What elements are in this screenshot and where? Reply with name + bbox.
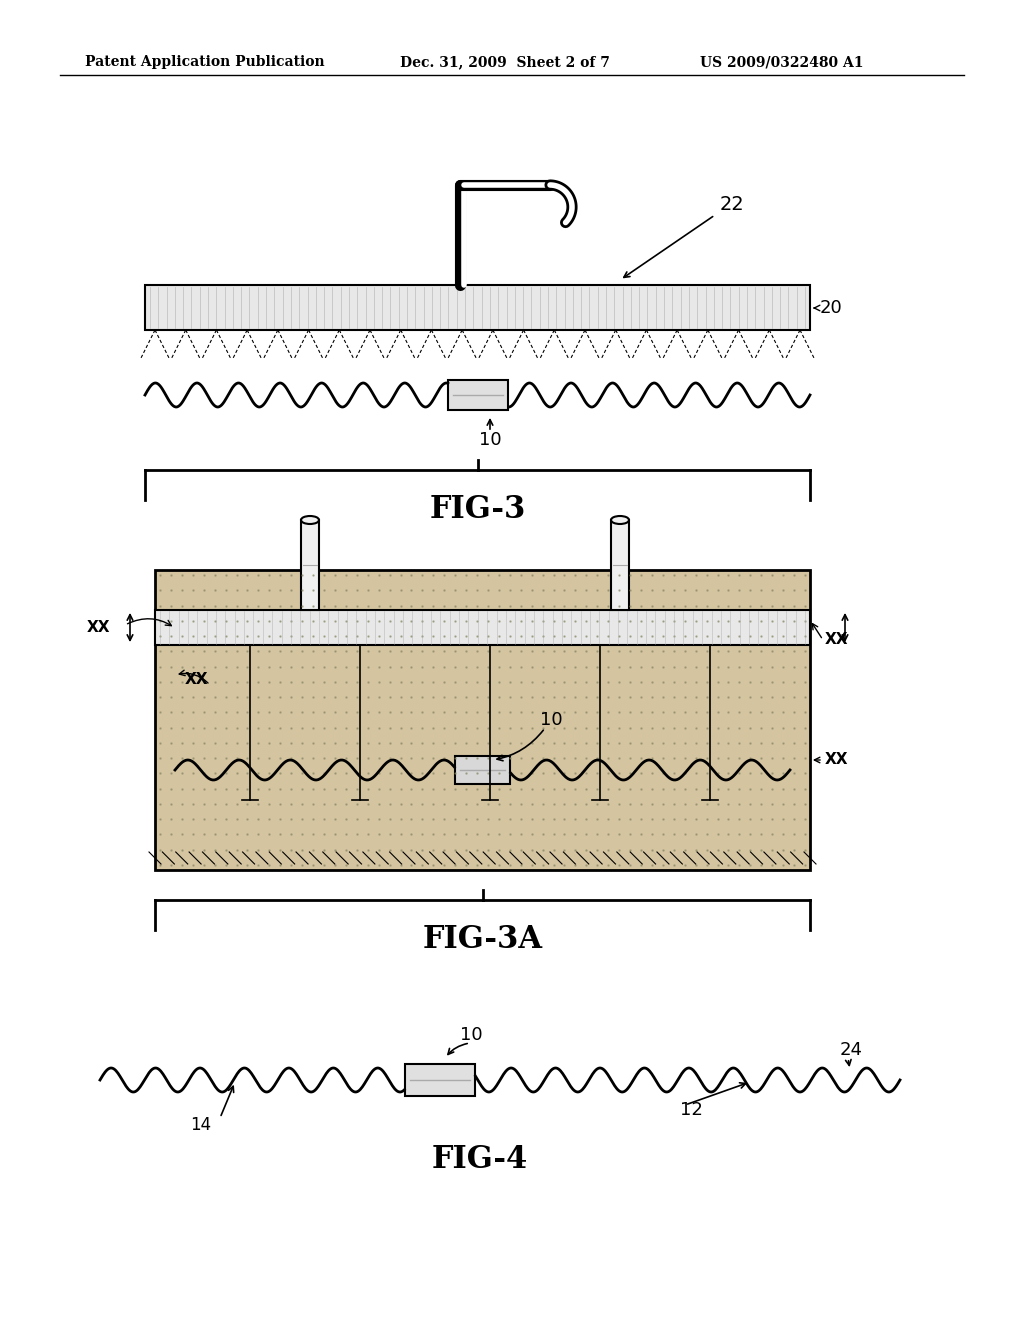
Bar (449, 380, 508, 411)
Text: FIG-4: FIG-4 (432, 1144, 528, 1176)
Bar (611, 520, 629, 610)
Text: XX: XX (185, 672, 209, 688)
Ellipse shape (301, 516, 319, 524)
Bar (301, 520, 319, 610)
Text: XX: XX (825, 632, 849, 648)
Text: XX: XX (86, 620, 110, 635)
Bar (455, 756, 510, 784)
Bar (145, 285, 810, 330)
Text: US 2009/0322480 A1: US 2009/0322480 A1 (700, 55, 863, 69)
Bar (155, 570, 810, 870)
Bar (155, 610, 810, 645)
Text: 10: 10 (478, 432, 502, 449)
Text: Dec. 31, 2009  Sheet 2 of 7: Dec. 31, 2009 Sheet 2 of 7 (400, 55, 610, 69)
Text: FIG-3A: FIG-3A (423, 924, 543, 956)
Text: XX: XX (825, 752, 849, 767)
Text: 12: 12 (680, 1101, 702, 1119)
Ellipse shape (611, 516, 629, 524)
Text: 10: 10 (460, 1026, 482, 1044)
Text: 20: 20 (820, 300, 843, 317)
Text: 22: 22 (720, 195, 744, 214)
Text: 10: 10 (540, 711, 562, 729)
Text: FIG-3: FIG-3 (429, 495, 525, 525)
Bar (406, 1064, 475, 1096)
Text: Patent Application Publication: Patent Application Publication (85, 55, 325, 69)
Text: 14: 14 (190, 1115, 211, 1134)
Text: 24: 24 (840, 1041, 863, 1059)
